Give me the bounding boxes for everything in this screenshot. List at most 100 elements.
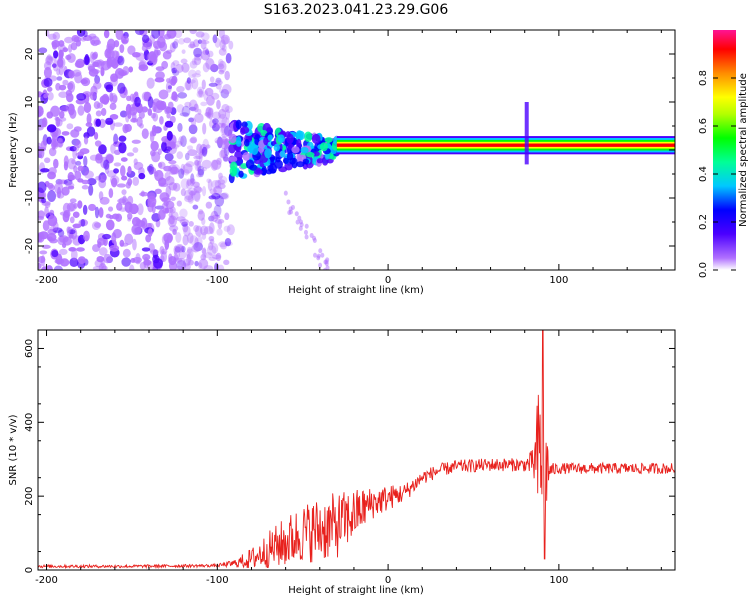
heatmap-noise-cell [177, 92, 188, 99]
heatmap-noise-cell [286, 199, 291, 205]
heatmap-noise-cell [164, 105, 170, 115]
heatmap-noise-cell [190, 189, 195, 199]
heatmap-noise-cell [128, 203, 139, 215]
heatmap-noise-cell [38, 181, 47, 193]
heatmap-noise-cell [152, 112, 159, 122]
heatmap-noise-cell [163, 232, 174, 243]
heatmap-noise-cell [54, 116, 59, 121]
heatmap-noise-cell [304, 223, 309, 229]
heatmap-noise-cell [110, 177, 118, 188]
heatmap-noise-cell [186, 246, 193, 254]
heatmap-noise-cell [63, 210, 71, 218]
heatmap-noise-cell [214, 218, 225, 224]
heatmap-noise-cell [92, 265, 103, 270]
heatmap-noise-cell [216, 228, 223, 236]
heatmap-noise-cell [38, 210, 45, 219]
heatmap-noise-cell [197, 165, 205, 176]
heatmap-noise-cell [132, 256, 142, 264]
heatmap-noise-cell [135, 252, 141, 263]
heatmap-transition-cell [250, 144, 259, 156]
heatmap-noise-cell [69, 198, 77, 204]
heatmap-noise-cell [39, 250, 48, 255]
heatmap-noise-cell [52, 31, 61, 41]
heatmap-noise-cell [76, 247, 85, 252]
heatmap-noise-cell [132, 52, 141, 58]
heatmap-noise-cell [188, 117, 195, 123]
heatmap-noise-cell [89, 91, 97, 101]
heatmap-noise-cell [91, 221, 101, 231]
heatmap-noise-cell [283, 190, 288, 196]
heatmap-noise-cell [220, 147, 228, 159]
heatmap-noise-cell [172, 69, 180, 76]
heatmap-noise-cell [196, 173, 202, 178]
heatmap-noise-cell [129, 106, 138, 116]
heatmap-noise-cell [103, 159, 110, 170]
heatmap-noise-cell [169, 206, 176, 214]
heatmap-noise-cell [147, 108, 153, 116]
heatmap-noise-cell [201, 146, 208, 157]
heatmap-transition-cell [277, 134, 285, 143]
heatmap-noise-cell [126, 95, 132, 102]
heatmap-noise-cell [48, 226, 58, 232]
spectrogram-x-ticks: -200 -100 0 100 [35, 30, 662, 286]
heatmap-noise-cell [202, 138, 210, 151]
heatmap-noise-cell [224, 212, 230, 221]
heatmap-noise-cell [215, 122, 224, 129]
heatmap-noise-cell [190, 178, 196, 185]
heatmap-noise-cell [217, 58, 224, 68]
heatmap-noise-cell [106, 38, 116, 51]
heatmap-noise-cell [218, 48, 227, 56]
heatmap-noise-cell [46, 182, 54, 189]
heatmap-noise-cell [184, 101, 192, 108]
heatmap-noise-cell [58, 91, 68, 98]
heatmap-noise-cell [215, 77, 222, 84]
heatmap-noise-cell [100, 174, 107, 181]
heatmap-noise-cell [193, 185, 202, 193]
heatmap-noise-cell [208, 256, 217, 262]
heatmap-noise-cell [151, 30, 160, 39]
heatmap-noise-cell [177, 257, 186, 266]
heatmap-noise-cell [67, 174, 76, 181]
heatmap-noise-cell [188, 124, 198, 135]
x-tick-label: -200 [35, 575, 58, 586]
heatmap-noise-cell [80, 218, 86, 227]
heatmap-noise-cell [200, 39, 207, 50]
heatmap-noise-cell [44, 157, 51, 164]
heatmap-noise-cell [77, 256, 86, 265]
heatmap-noise-cell [188, 69, 197, 79]
heatmap-noise-cell [224, 105, 233, 114]
heatmap-noise-cell [309, 232, 314, 238]
heatmap-noise-cell [189, 30, 197, 35]
heatmap-noise-cell [182, 163, 193, 174]
heatmap-noise-cell [141, 44, 148, 52]
heatmap-noise-cell [322, 267, 327, 270]
heatmap-noise-cell [62, 79, 69, 86]
heatmap-noise-cell [172, 60, 180, 67]
heatmap-noise-cell [221, 133, 229, 138]
heatmap-noise-cell [57, 179, 68, 185]
heatmap-noise-cell [120, 35, 129, 45]
heatmap-noise-cell [105, 219, 115, 231]
heatmap-noise-cell [41, 117, 48, 128]
heatmap-noise-cell [119, 44, 125, 54]
heatmap-spike [524, 102, 529, 165]
heatmap-noise-cell [303, 229, 308, 235]
heatmap-noise-cell [57, 43, 66, 52]
heatmap-noise-cell [297, 215, 302, 221]
heatmap-transition-cell [291, 146, 300, 154]
heatmap-noise-cell [194, 113, 204, 124]
y-tick-label: 600 [24, 339, 35, 358]
heatmap-noise-cell [41, 197, 47, 204]
heatmap-noise-cell [92, 61, 100, 68]
heatmap-noise-cell [158, 209, 166, 220]
heatmap-noise-cell [181, 49, 186, 54]
heatmap-transition-cell [280, 150, 286, 158]
heatmap-noise-cell [208, 195, 217, 200]
heatmap-noise-cell [97, 174, 103, 183]
heatmap-noise-cell [76, 93, 87, 101]
y-tick-label: 400 [24, 413, 35, 432]
heatmap-noise-cell [105, 84, 114, 93]
heatmap-noise-cell [91, 53, 98, 60]
heatmap-noise-cell [180, 58, 188, 64]
